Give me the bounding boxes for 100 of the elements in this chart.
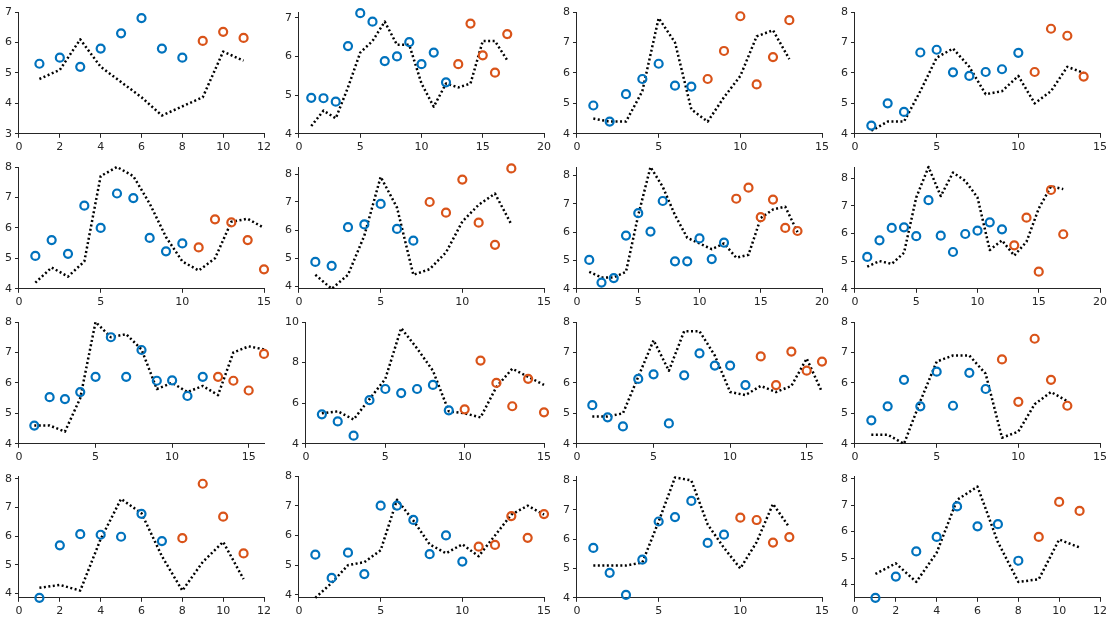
point [1021,212,1032,223]
y-tick-label: 8 [563,473,570,487]
point [767,51,779,63]
point [947,246,959,258]
point [538,407,550,418]
point [538,508,550,520]
y-tick-label: 6 [841,65,848,79]
y-tick-label: 7 [563,35,570,49]
y-tick-label: 8 [841,170,848,184]
point [602,412,613,423]
point [996,64,1008,75]
point [212,371,224,382]
y-tick-label: 4 [841,577,848,591]
point [427,379,439,391]
y-tick-label: 8 [841,471,848,485]
point [197,478,208,489]
point [972,521,983,532]
line-series [38,38,245,117]
point [780,222,791,233]
y-tick-label: 5 [5,406,12,420]
point [506,163,517,174]
point [915,401,926,412]
y-tick-label: 6 [563,531,570,545]
y-tick-label: 8 [5,159,12,173]
point [801,365,812,376]
point [718,237,730,248]
x-tick-label: 4 [97,140,105,154]
x-tick-label: 4 [933,604,941,618]
x-tick-label: 10 [733,140,748,154]
y-tick-label: 7 [563,502,570,516]
point [411,383,423,395]
point [992,519,1004,530]
point [391,223,403,234]
point [391,500,403,511]
point [258,348,270,360]
point [1045,374,1057,385]
point [156,43,168,54]
point [359,219,370,230]
y-tick-label: 5 [841,550,848,564]
point [348,430,359,441]
y-tick-label: 6 [841,226,848,240]
x-tick-label: 20 [537,140,551,154]
point [62,248,74,259]
point [54,52,65,63]
point [935,230,946,241]
y-tick-label: 5 [5,251,12,265]
point [648,369,659,380]
point [167,375,178,386]
x-tick-label: 15 [815,140,829,154]
point [898,374,910,385]
y-tick-label: 8 [563,168,570,182]
point [115,531,127,542]
point [111,188,123,199]
y-tick-label: 5 [285,250,292,264]
point [95,222,106,233]
y-tick-label: 6 [5,375,12,389]
y-tick-label: 5 [841,406,848,420]
y-tick-label: 5 [5,557,12,571]
y-tick-label: 5 [563,96,570,110]
y-tick-label: 6 [5,220,12,234]
x-tick-label: 15 [799,450,814,464]
point [156,535,168,547]
x-tick-label: 10 [165,450,180,464]
point [882,401,893,412]
point [1029,333,1040,344]
point [46,234,57,246]
point [177,533,188,544]
point [75,61,86,72]
point [1033,266,1044,277]
point [34,592,45,603]
y-tick-label: 4 [292,436,299,450]
point [177,52,188,63]
x-tick-label: 0 [302,450,310,464]
y-tick-label: 6 [841,375,848,389]
line-series [866,165,1065,268]
x-tick-label: 15 [537,450,551,464]
point [342,222,354,233]
point [866,120,877,131]
x-tick-label: 15 [475,140,490,154]
point [428,47,439,58]
line-series [310,20,509,128]
point [408,235,419,246]
y-tick-label: 7 [285,194,292,208]
x-tick-label: 15 [1031,295,1046,309]
point [633,373,644,385]
point [751,514,762,526]
point [1054,496,1065,508]
point [767,537,779,548]
point [477,50,488,61]
point [792,225,803,237]
point [770,379,782,391]
point [874,235,885,246]
point [424,196,435,208]
point [898,106,910,117]
y-tick-label: 7 [563,196,570,210]
x-tick-label: 15 [537,604,551,618]
point [911,231,922,242]
point [489,67,501,78]
point [923,195,934,206]
point [620,589,632,600]
